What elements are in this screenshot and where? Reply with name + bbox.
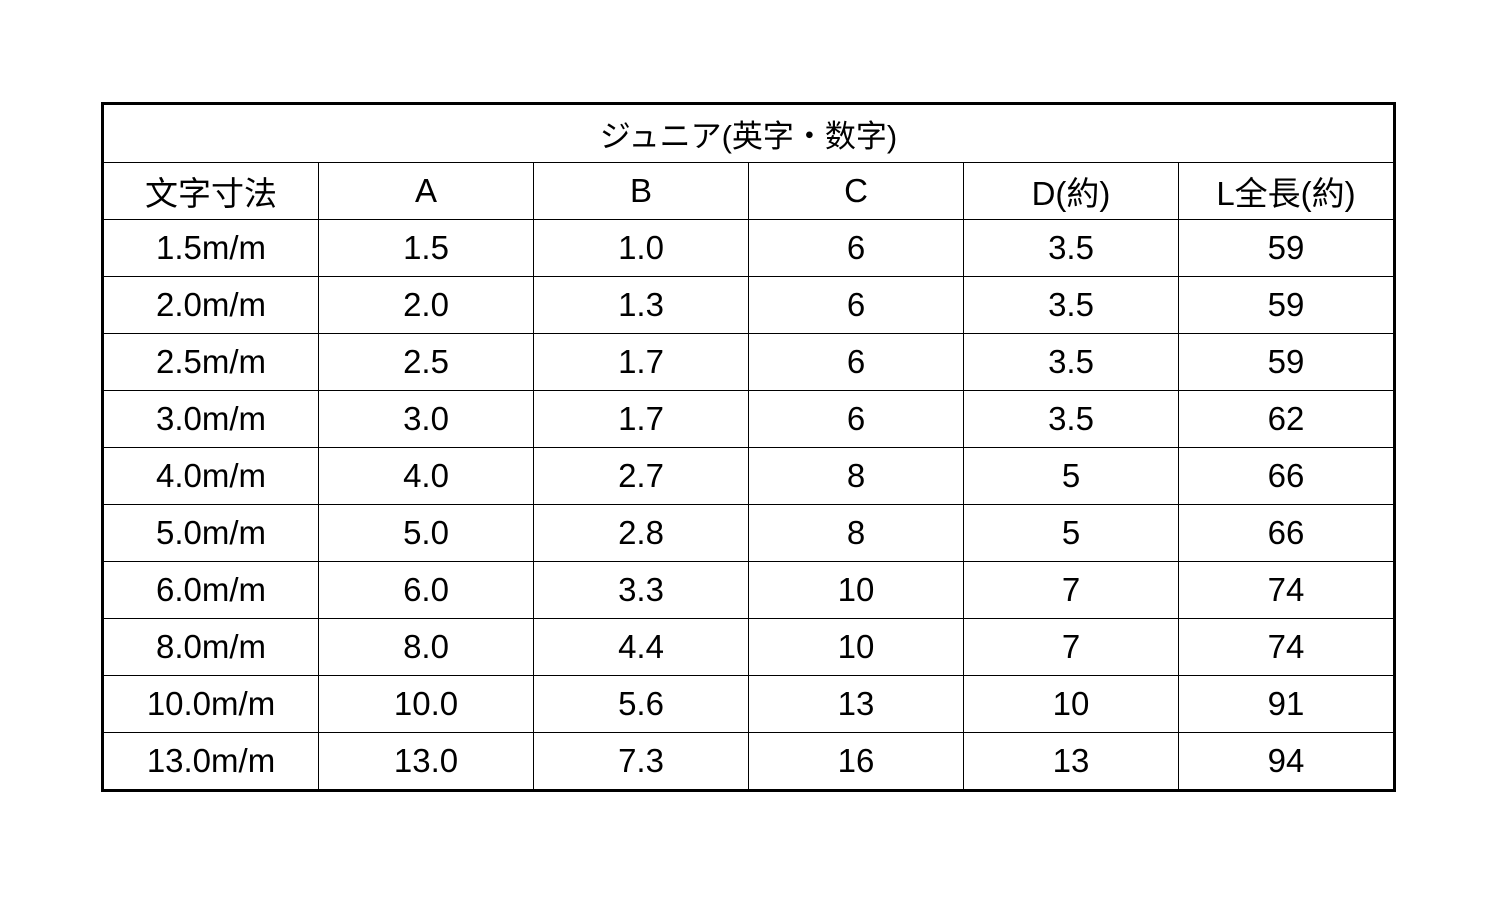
table-row: 5.0m/m 5.0 2.8 8 5 66 bbox=[102, 504, 1395, 562]
table-cell: 2.0 bbox=[318, 276, 534, 334]
table-cell: 59 bbox=[1178, 219, 1395, 277]
table-row: 4.0m/m 4.0 2.7 8 5 66 bbox=[102, 447, 1395, 505]
table-cell: 1.7 bbox=[533, 390, 749, 448]
header-row: 文字寸法 A B C D(約) L全長(約) bbox=[102, 162, 1395, 220]
table-cell: 91 bbox=[1178, 675, 1395, 733]
column-header: C bbox=[748, 162, 964, 220]
table-cell: 8.0 bbox=[318, 618, 534, 676]
table-cell: 1.0 bbox=[533, 219, 749, 277]
column-header: L全長(約) bbox=[1178, 162, 1395, 220]
table-cell: 1.5m/m bbox=[102, 219, 319, 277]
table-cell: 13.0m/m bbox=[102, 732, 319, 791]
spec-table: ジュニア(英字・数字) 文字寸法 A B C D(約) L全長(約) 1.5m/m 1.5 1… bbox=[101, 102, 1396, 792]
table-cell: 8 bbox=[748, 504, 964, 562]
table-row: 6.0m/m 6.0 3.3 10 7 74 bbox=[102, 561, 1395, 619]
table-row: 8.0m/m 8.0 4.4 10 7 74 bbox=[102, 618, 1395, 676]
table-cell: 1.5 bbox=[318, 219, 534, 277]
table-cell: 16 bbox=[748, 732, 964, 791]
table-cell: 6 bbox=[748, 219, 964, 277]
table-cell: 4.0 bbox=[318, 447, 534, 505]
table-cell: 6 bbox=[748, 276, 964, 334]
table-cell: 3.5 bbox=[963, 390, 1179, 448]
table-cell: 8.0m/m bbox=[102, 618, 319, 676]
column-header: D(約) bbox=[963, 162, 1179, 220]
table-cell: 3.3 bbox=[533, 561, 749, 619]
table-cell: 6.0m/m bbox=[102, 561, 319, 619]
table-cell: 2.5m/m bbox=[102, 333, 319, 391]
table-cell: 2.0m/m bbox=[102, 276, 319, 334]
title-row: ジュニア(英字・数字) bbox=[102, 103, 1395, 163]
table-cell: 5.0 bbox=[318, 504, 534, 562]
table-cell: 59 bbox=[1178, 276, 1395, 334]
table-cell: 4.0m/m bbox=[102, 447, 319, 505]
table-cell: 3.5 bbox=[963, 219, 1179, 277]
column-header: B bbox=[533, 162, 749, 220]
table-row: 2.5m/m 2.5 1.7 6 3.5 59 bbox=[102, 333, 1395, 391]
table-row: 1.5m/m 1.5 1.0 6 3.5 59 bbox=[102, 219, 1395, 277]
table-cell: 94 bbox=[1178, 732, 1395, 791]
table-cell: 62 bbox=[1178, 390, 1395, 448]
table-cell: 3.0 bbox=[318, 390, 534, 448]
table-title: ジュニア(英字・数字) bbox=[102, 103, 1395, 163]
table-row: 13.0m/m 13.0 7.3 16 13 94 bbox=[102, 732, 1395, 791]
table-cell: 2.7 bbox=[533, 447, 749, 505]
table-cell: 1.7 bbox=[533, 333, 749, 391]
table-cell: 3.0m/m bbox=[102, 390, 319, 448]
table-cell: 5.0m/m bbox=[102, 504, 319, 562]
table-row: 2.0m/m 2.0 1.3 6 3.5 59 bbox=[102, 276, 1395, 334]
table-cell: 74 bbox=[1178, 618, 1395, 676]
table-cell: 66 bbox=[1178, 504, 1395, 562]
table-cell: 2.8 bbox=[533, 504, 749, 562]
table-row: 10.0m/m 10.0 5.6 13 10 91 bbox=[102, 675, 1395, 733]
table-cell: 10 bbox=[748, 561, 964, 619]
table-cell: 7.3 bbox=[533, 732, 749, 791]
table-cell: 10 bbox=[963, 675, 1179, 733]
table-cell: 10.0 bbox=[318, 675, 534, 733]
table-cell: 5 bbox=[963, 447, 1179, 505]
table-cell: 66 bbox=[1178, 447, 1395, 505]
table-cell: 7 bbox=[963, 618, 1179, 676]
table-cell: 6 bbox=[748, 333, 964, 391]
table-cell: 10 bbox=[748, 618, 964, 676]
table-cell: 3.5 bbox=[963, 276, 1179, 334]
table-cell: 4.4 bbox=[533, 618, 749, 676]
table-cell: 7 bbox=[963, 561, 1179, 619]
table-cell: 74 bbox=[1178, 561, 1395, 619]
table-cell: 13 bbox=[963, 732, 1179, 791]
table-cell: 59 bbox=[1178, 333, 1395, 391]
table-cell: 5.6 bbox=[533, 675, 749, 733]
table-cell: 2.5 bbox=[318, 333, 534, 391]
table-cell: 10.0m/m bbox=[102, 675, 319, 733]
table-cell: 6 bbox=[748, 390, 964, 448]
table-cell: 6.0 bbox=[318, 561, 534, 619]
column-header: 文字寸法 bbox=[102, 162, 319, 220]
table-cell: 3.5 bbox=[963, 333, 1179, 391]
column-header: A bbox=[318, 162, 534, 220]
table-cell: 13.0 bbox=[318, 732, 534, 791]
table-cell: 8 bbox=[748, 447, 964, 505]
table-row: 3.0m/m 3.0 1.7 6 3.5 62 bbox=[102, 390, 1395, 448]
table-cell: 5 bbox=[963, 504, 1179, 562]
table-cell: 13 bbox=[748, 675, 964, 733]
table-cell: 1.3 bbox=[533, 276, 749, 334]
